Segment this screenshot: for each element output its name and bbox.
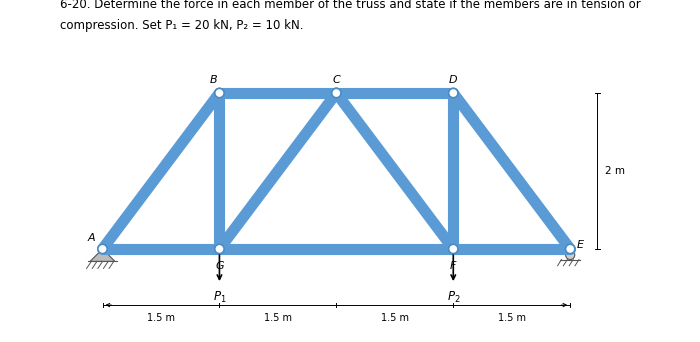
Circle shape: [449, 244, 458, 254]
Text: G: G: [215, 261, 224, 271]
Polygon shape: [90, 249, 115, 261]
Circle shape: [449, 88, 458, 98]
Text: F: F: [450, 261, 456, 271]
Text: 1.5 m: 1.5 m: [381, 313, 409, 323]
Text: compression. Set P₁ = 20 kN, P₂ = 10 kN.: compression. Set P₁ = 20 kN, P₂ = 10 kN.: [60, 19, 303, 32]
Text: $P_2$: $P_2$: [447, 290, 460, 305]
Text: 1.5 m: 1.5 m: [498, 313, 526, 323]
Circle shape: [566, 244, 575, 254]
Circle shape: [98, 244, 107, 254]
Text: 2 m: 2 m: [606, 166, 625, 176]
Text: $P_1$: $P_1$: [213, 290, 226, 305]
Circle shape: [215, 88, 224, 98]
Text: C: C: [332, 75, 340, 85]
Circle shape: [332, 88, 341, 98]
Text: E: E: [576, 240, 583, 250]
Text: 6-20. Determine the force in each member of the truss and state if the members a: 6-20. Determine the force in each member…: [60, 0, 640, 11]
Text: A: A: [87, 233, 94, 243]
Text: B: B: [209, 75, 217, 85]
Text: 1.5 m: 1.5 m: [147, 313, 175, 323]
Text: D: D: [449, 75, 458, 85]
Text: 1.5 m: 1.5 m: [264, 313, 292, 323]
Circle shape: [566, 250, 575, 260]
Circle shape: [215, 244, 224, 254]
